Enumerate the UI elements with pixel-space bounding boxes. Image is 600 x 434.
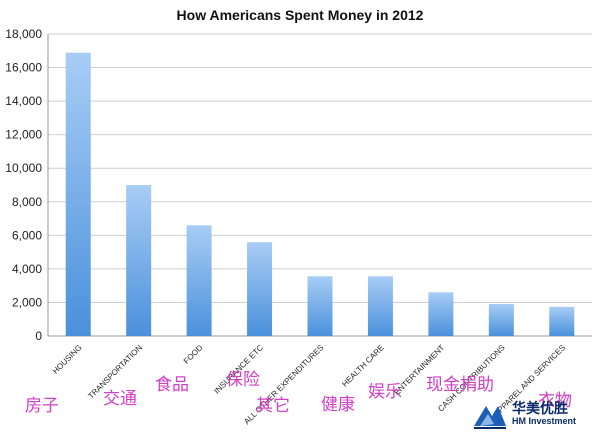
bar-cash-contributions [488,303,514,336]
bar-all-other-expenditures [307,276,333,336]
watermark-chinese-name: 华美优胜 [512,401,568,417]
x-tick-label: HOUSING [51,343,84,376]
chinese-annotation: 娱乐 [368,382,402,402]
chinese-annotation: 交通 [103,389,137,409]
chinese-annotation: 其它 [256,396,290,416]
chinese-annotation: 现金捐助 [426,375,494,395]
chart-title: How Americans Spent Money in 2012 [177,7,424,23]
bar-health-care [367,276,393,336]
y-tick-label: 10,000 [5,161,42,175]
bar-entertainment [428,292,454,336]
chinese-annotation: 健康 [321,395,355,415]
y-tick-label: 14,000 [5,94,42,108]
chinese-annotation: 食品 [155,375,189,395]
bar-food [186,225,212,336]
chinese-annotation: 衣物 [538,391,572,411]
y-tick-label: 18,000 [5,27,42,41]
x-tick-label: FOOD [182,343,205,366]
y-tick-label: 6,000 [12,228,42,242]
y-tick-label: 2,000 [12,295,42,309]
chinese-annotation: 房子 [25,396,59,416]
hm-logo-icon [474,406,506,429]
y-tick-label: 4,000 [12,262,42,276]
y-tick-label: 12,000 [5,128,42,142]
bar-transportation [126,185,152,336]
y-tick-label: 16,000 [5,61,42,75]
bar-apparel-and-services [549,306,575,336]
watermark-english-name: HM Investment [512,416,577,426]
y-tick-label: 8,000 [12,195,42,209]
bar-insurance-etc [247,242,273,336]
hm-investment-watermark: 华美优胜 HM Investment [472,398,596,430]
chinese-annotation: 保险 [226,370,260,390]
bar-housing [65,52,91,336]
y-tick-label: 0 [35,329,42,343]
